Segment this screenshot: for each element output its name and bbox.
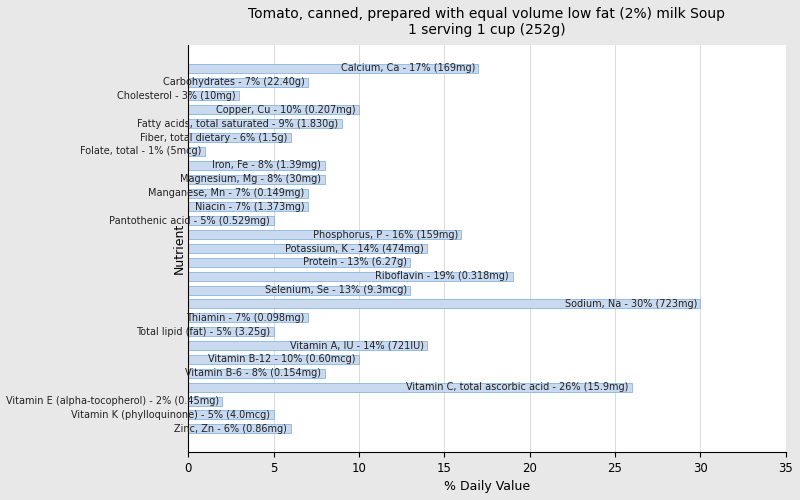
Bar (188, 272, 513, 281)
Text: Calcium, Ca - 17% (169mg): Calcium, Ca - 17% (169mg) (341, 63, 475, 73)
Text: Cholesterol - 3% (10mg): Cholesterol - 3% (10mg) (118, 91, 236, 101)
Bar (188, 327, 274, 336)
Bar (188, 106, 359, 114)
Text: Sodium, Na - 30% (723mg): Sodium, Na - 30% (723mg) (565, 299, 697, 309)
Bar (188, 341, 427, 350)
Bar (188, 119, 342, 128)
Title: Tomato, canned, prepared with equal volume low fat (2%) milk Soup
1 serving 1 cu: Tomato, canned, prepared with equal volu… (249, 7, 726, 37)
Bar (188, 174, 325, 184)
Bar (188, 382, 632, 392)
Text: Iron, Fe - 8% (1.39mg): Iron, Fe - 8% (1.39mg) (213, 160, 322, 170)
Bar (188, 314, 308, 322)
Bar (188, 355, 359, 364)
Text: Fiber, total dietary - 6% (1.5g): Fiber, total dietary - 6% (1.5g) (140, 132, 287, 142)
Text: Carbohydrates - 7% (22.40g): Carbohydrates - 7% (22.40g) (162, 77, 304, 87)
Bar (188, 369, 325, 378)
Text: Folate, total - 1% (5mcg): Folate, total - 1% (5mcg) (81, 146, 202, 156)
Text: Vitamin B-12 - 10% (0.60mcg): Vitamin B-12 - 10% (0.60mcg) (208, 354, 355, 364)
Bar (188, 244, 427, 253)
Text: Phosphorus, P - 16% (159mg): Phosphorus, P - 16% (159mg) (313, 230, 458, 239)
Y-axis label: Nutrient: Nutrient (173, 223, 186, 274)
Text: Niacin - 7% (1.373mg): Niacin - 7% (1.373mg) (194, 202, 304, 212)
Bar (188, 133, 290, 142)
X-axis label: % Daily Value: % Daily Value (444, 480, 530, 493)
Text: Copper, Cu - 10% (0.207mg): Copper, Cu - 10% (0.207mg) (216, 105, 355, 115)
Bar (188, 230, 462, 239)
Bar (188, 300, 700, 308)
Text: Thiamin - 7% (0.098mg): Thiamin - 7% (0.098mg) (186, 313, 304, 323)
Bar (188, 258, 410, 267)
Text: Potassium, K - 14% (474mg): Potassium, K - 14% (474mg) (285, 244, 424, 254)
Bar (188, 216, 274, 226)
Bar (188, 161, 325, 170)
Bar (188, 286, 410, 294)
Bar (188, 147, 206, 156)
Text: Zinc, Zn - 6% (0.86mg): Zinc, Zn - 6% (0.86mg) (174, 424, 287, 434)
Text: Total lipid (fat) - 5% (3.25g): Total lipid (fat) - 5% (3.25g) (136, 326, 270, 336)
Bar (188, 64, 478, 72)
Text: Vitamin E (alpha-tocopherol) - 2% (0.45mg): Vitamin E (alpha-tocopherol) - 2% (0.45m… (6, 396, 219, 406)
Text: Vitamin A, IU - 14% (721IU): Vitamin A, IU - 14% (721IU) (290, 340, 424, 350)
Bar (188, 92, 239, 100)
Text: Vitamin B-6 - 8% (0.154mg): Vitamin B-6 - 8% (0.154mg) (186, 368, 322, 378)
Text: Vitamin K (phylloquinone) - 5% (4.0mcg): Vitamin K (phylloquinone) - 5% (4.0mcg) (71, 410, 270, 420)
Text: Pantothenic acid - 5% (0.529mg): Pantothenic acid - 5% (0.529mg) (110, 216, 270, 226)
Bar (188, 188, 308, 198)
Bar (188, 396, 222, 406)
Bar (188, 410, 274, 420)
Text: Magnesium, Mg - 8% (30mg): Magnesium, Mg - 8% (30mg) (180, 174, 322, 184)
Text: Protein - 13% (6.27g): Protein - 13% (6.27g) (302, 258, 406, 268)
Text: Selenium, Se - 13% (9.3mcg): Selenium, Se - 13% (9.3mcg) (265, 285, 406, 295)
Bar (188, 424, 290, 434)
Text: Manganese, Mn - 7% (0.149mg): Manganese, Mn - 7% (0.149mg) (148, 188, 304, 198)
Bar (188, 202, 308, 211)
Text: Fatty acids, total saturated - 9% (1.830g): Fatty acids, total saturated - 9% (1.830… (138, 118, 338, 128)
Text: Riboflavin - 19% (0.318mg): Riboflavin - 19% (0.318mg) (375, 272, 509, 281)
Text: Vitamin C, total ascorbic acid - 26% (15.9mg): Vitamin C, total ascorbic acid - 26% (15… (406, 382, 629, 392)
Bar (188, 78, 308, 86)
